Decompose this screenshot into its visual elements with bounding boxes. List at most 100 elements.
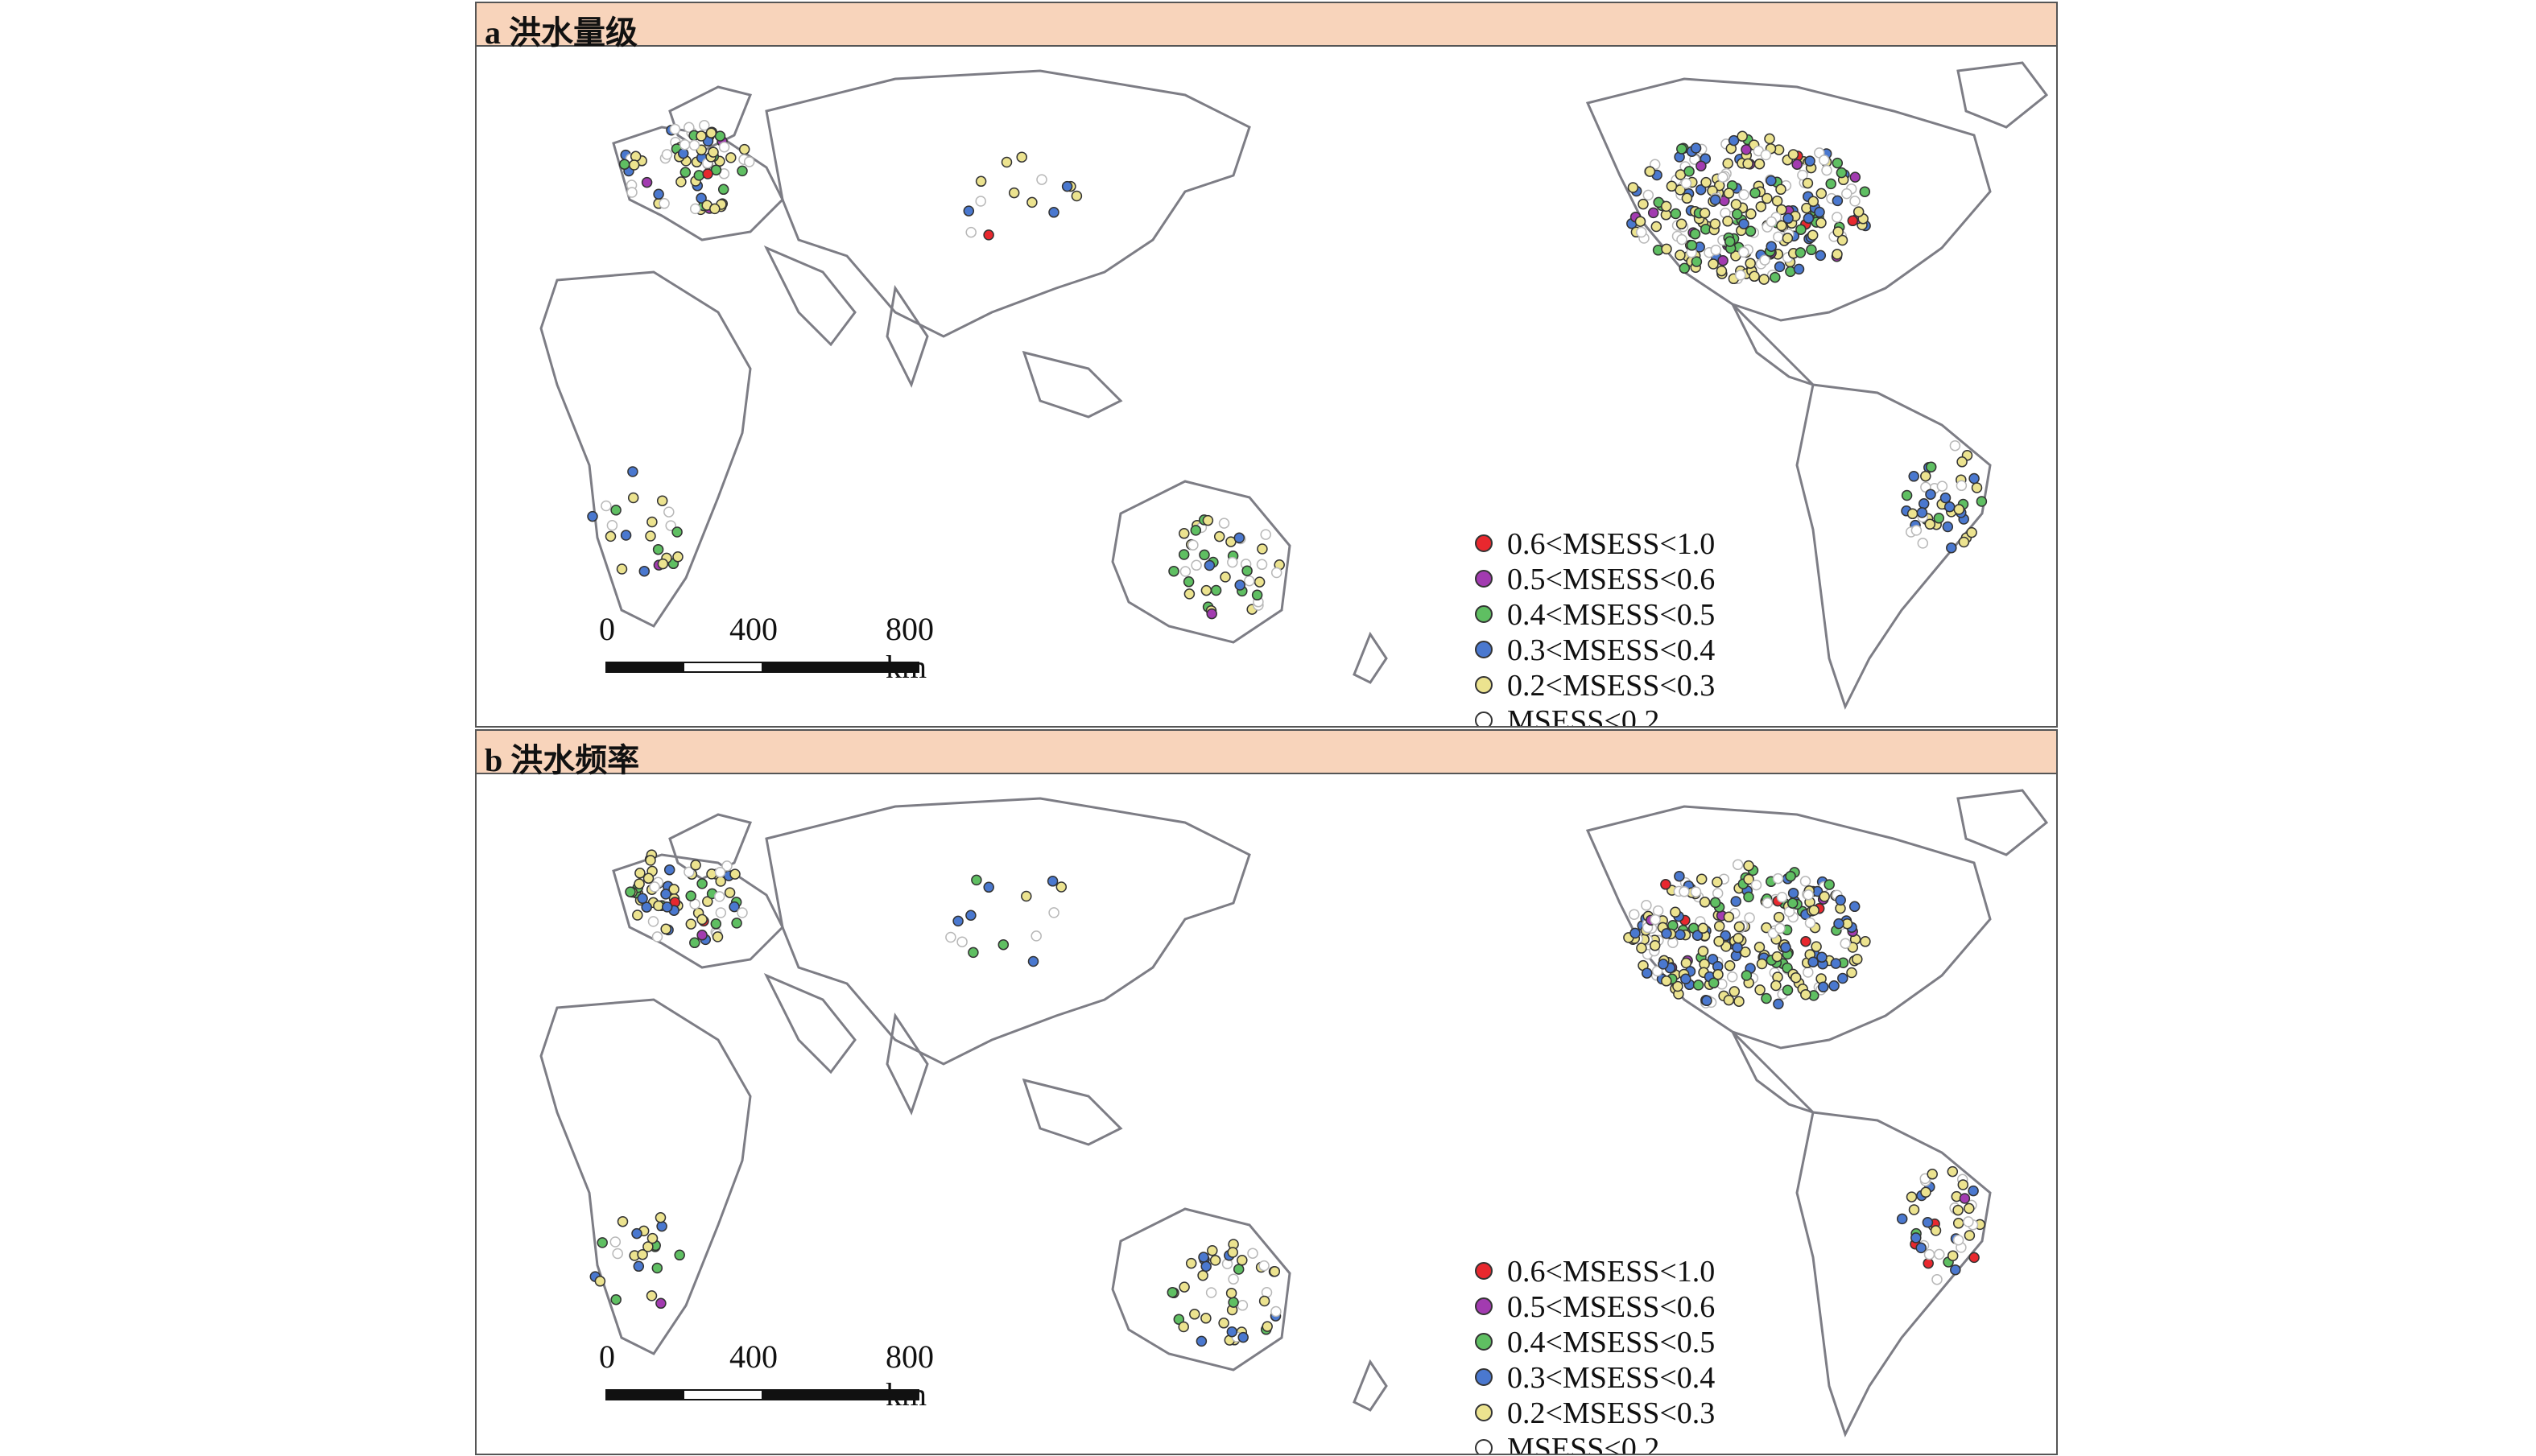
station-marker (627, 492, 639, 504)
station-marker (1258, 1260, 1270, 1272)
station-marker (653, 188, 664, 200)
station-marker (1837, 972, 1848, 984)
station-marker (601, 500, 612, 512)
station-marker (1931, 1273, 1943, 1285)
station-marker (1207, 1245, 1218, 1256)
station-marker (1776, 204, 1787, 216)
station-marker (1762, 897, 1774, 909)
station-marker (1832, 157, 1844, 169)
station-marker (1205, 1287, 1217, 1298)
station-marker (610, 1293, 622, 1305)
station-marker (715, 907, 727, 918)
station-marker (1008, 187, 1020, 199)
station-marker (1647, 207, 1659, 219)
station-marker (1836, 234, 1848, 246)
station-marker (1690, 886, 1702, 897)
station-marker (1773, 911, 1785, 923)
station-marker (612, 1248, 623, 1260)
station-marker (663, 864, 675, 876)
station-marker (1793, 263, 1805, 275)
station-marker (702, 896, 713, 907)
station-marker (1774, 922, 1786, 934)
station-marker (1803, 889, 1814, 901)
station-marker (1852, 206, 1865, 217)
station-marker (1782, 984, 1794, 996)
station-marker (661, 901, 673, 913)
station-marker (1964, 1202, 1975, 1215)
station-marker (696, 130, 707, 142)
station-marker (641, 901, 652, 913)
station-marker (1723, 911, 1735, 923)
station-marker (1016, 151, 1027, 163)
station-marker (1846, 967, 1857, 979)
station-marker (952, 915, 964, 927)
station-marker (1716, 265, 1728, 277)
station-marker (1957, 1179, 1969, 1190)
station-marker (1241, 565, 1253, 576)
station-marker (1717, 171, 1729, 183)
station-marker (1786, 897, 1799, 909)
station-marker (1183, 576, 1195, 588)
station-marker (1807, 229, 1819, 241)
station-marker (1832, 226, 1844, 237)
station-marker (1675, 250, 1686, 261)
station-marker (1762, 192, 1773, 204)
station-marker (1771, 195, 1783, 207)
station-marker (1708, 977, 1720, 989)
panel-title: a 洪水量级 (485, 14, 638, 51)
station-marker (1808, 905, 1819, 916)
station-marker (1917, 538, 1929, 549)
station-marker (1228, 1273, 1239, 1285)
station-marker (738, 143, 750, 155)
station-marker (617, 1215, 629, 1227)
coastline (1353, 631, 1388, 684)
station-marker (1650, 221, 1662, 233)
station-marker (1901, 489, 1913, 501)
station-marker (1189, 1309, 1200, 1320)
station-marker (1722, 158, 1733, 169)
station-marker (1968, 1185, 1979, 1197)
station-marker (1782, 233, 1794, 244)
station-marker (1800, 935, 1811, 947)
legend-swatch (1475, 1368, 1493, 1386)
station-marker (669, 123, 681, 135)
station-marker (1841, 188, 1852, 200)
station-marker (1744, 912, 1755, 924)
scale-track (605, 1389, 919, 1400)
station-marker (647, 916, 659, 927)
station-marker (1952, 1234, 1964, 1246)
station-marker (1199, 549, 1210, 561)
station-marker (1804, 917, 1816, 929)
station-marker (1213, 530, 1225, 542)
station-marker (618, 159, 630, 170)
station-marker (1262, 1321, 1273, 1332)
station-marker (1712, 876, 1723, 888)
station-marker (1210, 584, 1222, 596)
station-marker (1676, 233, 1687, 245)
station-marker (1692, 980, 1704, 991)
station-marker (1730, 896, 1741, 907)
station-marker (945, 931, 956, 943)
legend-swatch (1475, 605, 1493, 623)
station-marker (634, 868, 646, 879)
station-marker (1071, 190, 1083, 202)
station-marker (1764, 133, 1775, 145)
scale-segment-white (684, 663, 762, 671)
station-marker (1825, 178, 1836, 190)
station-marker (627, 466, 638, 477)
station-marker (693, 170, 705, 181)
station-marker (1695, 873, 1708, 885)
station-marker (1800, 988, 1811, 1000)
coastline (1022, 1078, 1123, 1146)
station-marker (646, 1290, 658, 1301)
station-marker (1906, 1191, 1918, 1202)
station-marker (1627, 182, 1639, 193)
panel-header: a 洪水量级 (477, 3, 2056, 51)
station-marker (1759, 254, 1770, 266)
station-marker (646, 516, 658, 528)
station-marker (653, 900, 664, 912)
station-marker (1968, 1252, 1980, 1264)
station-marker (971, 874, 982, 886)
station-marker (1712, 968, 1724, 980)
station-marker (1691, 930, 1704, 941)
